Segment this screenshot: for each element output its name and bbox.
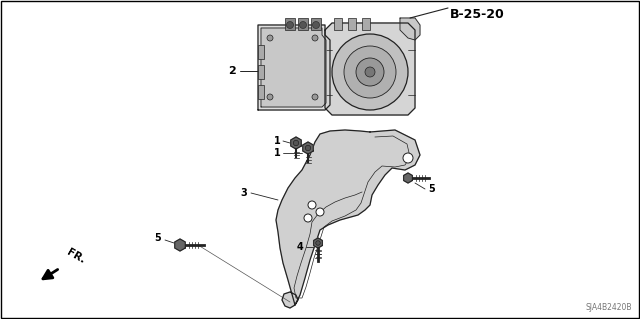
Bar [362,18,370,30]
Text: B-25-20: B-25-20 [450,8,505,21]
Text: 5: 5 [155,233,161,243]
Text: 1: 1 [274,136,280,146]
Bar [311,18,321,30]
Circle shape [293,140,299,146]
Circle shape [356,58,384,86]
Circle shape [344,46,396,98]
Polygon shape [400,18,420,40]
Circle shape [300,21,307,28]
Polygon shape [261,28,326,107]
Polygon shape [175,239,185,251]
Text: SJA4B2420B: SJA4B2420B [586,303,632,312]
Circle shape [332,34,408,110]
Bar [258,85,264,99]
Circle shape [316,241,320,245]
Circle shape [312,21,319,28]
Text: 1: 1 [274,148,280,158]
Text: 4: 4 [296,242,303,252]
Circle shape [316,208,324,216]
Circle shape [312,94,318,100]
Bar [334,18,342,30]
Circle shape [365,67,375,77]
Bar [258,65,264,79]
Bar [348,18,356,30]
Text: 3: 3 [241,188,248,198]
Circle shape [267,35,273,41]
Bar [285,18,295,30]
Polygon shape [404,173,412,183]
Circle shape [267,94,273,100]
Polygon shape [314,238,323,248]
Polygon shape [303,142,313,154]
Circle shape [304,214,312,222]
Polygon shape [291,137,301,149]
Text: 5: 5 [429,184,435,194]
Text: 2: 2 [228,66,236,76]
Polygon shape [258,25,330,110]
Polygon shape [325,23,415,115]
Circle shape [308,201,316,209]
Circle shape [403,153,413,163]
Circle shape [305,145,310,151]
Polygon shape [276,130,420,308]
Bar [258,45,264,59]
Text: FR.: FR. [65,247,87,265]
Circle shape [287,21,294,28]
Bar [298,18,308,30]
Circle shape [312,35,318,41]
